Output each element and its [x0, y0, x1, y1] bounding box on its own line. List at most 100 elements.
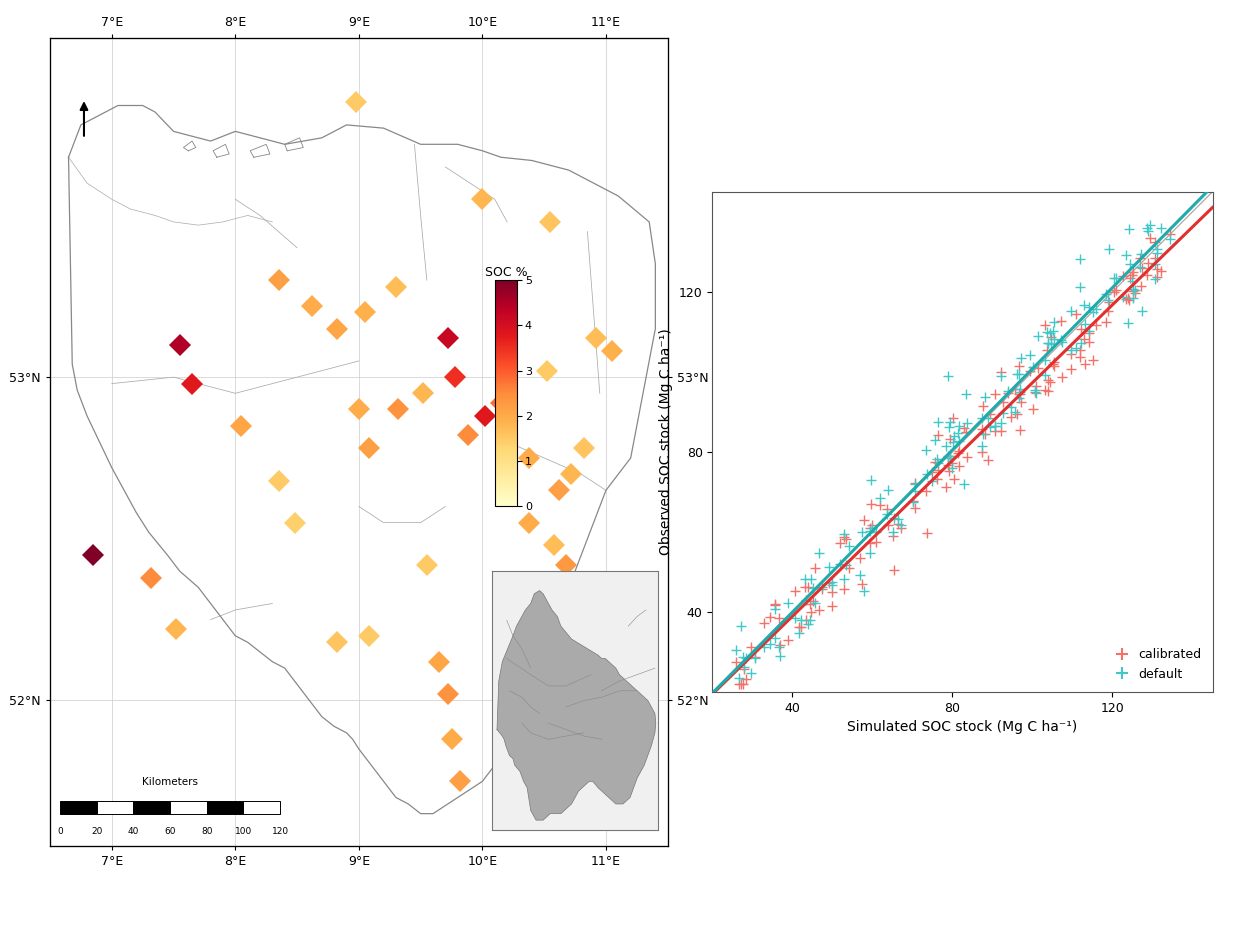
default — [819, 560, 839, 575]
calibrated — [836, 531, 856, 546]
calibrated — [882, 528, 902, 543]
default — [878, 483, 898, 498]
calibrated — [809, 602, 829, 617]
calibrated — [1061, 361, 1081, 376]
default — [1039, 335, 1059, 350]
default — [922, 474, 942, 489]
calibrated — [795, 580, 815, 595]
default — [1025, 383, 1045, 398]
calibrated — [1119, 292, 1139, 307]
calibrated — [1044, 354, 1064, 369]
default — [1098, 292, 1118, 307]
default — [1042, 323, 1062, 338]
calibrated — [1160, 227, 1180, 242]
calibrated — [734, 662, 754, 677]
calibrated — [1131, 261, 1151, 276]
default — [860, 523, 880, 538]
default — [861, 521, 881, 536]
calibrated — [1010, 422, 1030, 437]
default — [1011, 351, 1031, 366]
calibrated — [1148, 270, 1168, 285]
default — [889, 511, 909, 526]
default — [785, 610, 805, 625]
calibrated — [929, 462, 949, 478]
default — [741, 666, 761, 681]
calibrated — [1145, 235, 1165, 250]
default — [938, 450, 958, 465]
default — [972, 410, 992, 425]
Text: 120: 120 — [271, 826, 289, 836]
calibrated — [949, 446, 969, 461]
default — [1061, 304, 1081, 319]
calibrated — [938, 458, 958, 473]
default — [956, 387, 976, 402]
default — [850, 567, 870, 582]
default — [891, 518, 911, 533]
calibrated — [944, 471, 964, 486]
calibrated — [1070, 350, 1090, 365]
Legend: calibrated, default: calibrated, default — [1105, 643, 1206, 685]
calibrated — [1148, 261, 1168, 276]
default — [991, 416, 1011, 431]
calibrated — [866, 535, 886, 550]
calibrated — [950, 459, 970, 474]
calibrated — [850, 550, 870, 565]
Text: 80: 80 — [201, 826, 212, 836]
default — [1051, 332, 1071, 347]
default — [944, 429, 964, 444]
calibrated — [726, 654, 746, 669]
default — [928, 451, 948, 466]
default — [1145, 271, 1165, 286]
Bar — [244, 801, 280, 814]
calibrated — [1011, 394, 1031, 409]
default — [734, 660, 754, 675]
calibrated — [884, 562, 904, 577]
Polygon shape — [498, 590, 656, 820]
calibrated — [925, 455, 945, 470]
calibrated — [939, 463, 959, 478]
calibrated — [1074, 332, 1094, 347]
calibrated — [791, 619, 811, 634]
Text: 20: 20 — [91, 826, 103, 836]
default — [1122, 274, 1142, 289]
default — [1148, 246, 1168, 261]
calibrated — [916, 483, 936, 498]
calibrated — [1140, 230, 1160, 245]
default — [929, 415, 949, 430]
calibrated — [765, 597, 785, 612]
default — [1116, 247, 1136, 262]
default — [765, 630, 785, 645]
calibrated — [938, 448, 958, 463]
default — [1038, 336, 1058, 351]
default — [1075, 317, 1095, 332]
default — [754, 639, 774, 654]
default — [1074, 298, 1094, 313]
default — [854, 584, 874, 599]
calibrated — [979, 452, 999, 467]
calibrated — [1001, 409, 1021, 424]
default — [1070, 279, 1090, 294]
calibrated — [1130, 250, 1150, 265]
calibrated — [1035, 383, 1055, 398]
calibrated — [769, 610, 789, 625]
calibrated — [936, 480, 956, 495]
calibrated — [822, 585, 842, 600]
default — [830, 556, 850, 572]
calibrated — [805, 561, 825, 576]
default — [1086, 302, 1106, 317]
calibrated — [1022, 401, 1042, 416]
calibrated — [861, 496, 881, 511]
calibrated — [1124, 264, 1144, 279]
calibrated — [928, 471, 948, 486]
default — [1120, 257, 1140, 272]
calibrated — [734, 676, 754, 691]
calibrated — [929, 428, 949, 443]
calibrated — [796, 612, 816, 627]
default — [1022, 360, 1042, 375]
default — [1010, 382, 1030, 397]
default — [1071, 336, 1091, 351]
default — [975, 390, 995, 405]
default — [1131, 304, 1151, 319]
default — [1148, 241, 1168, 256]
calibrated — [1122, 268, 1142, 283]
